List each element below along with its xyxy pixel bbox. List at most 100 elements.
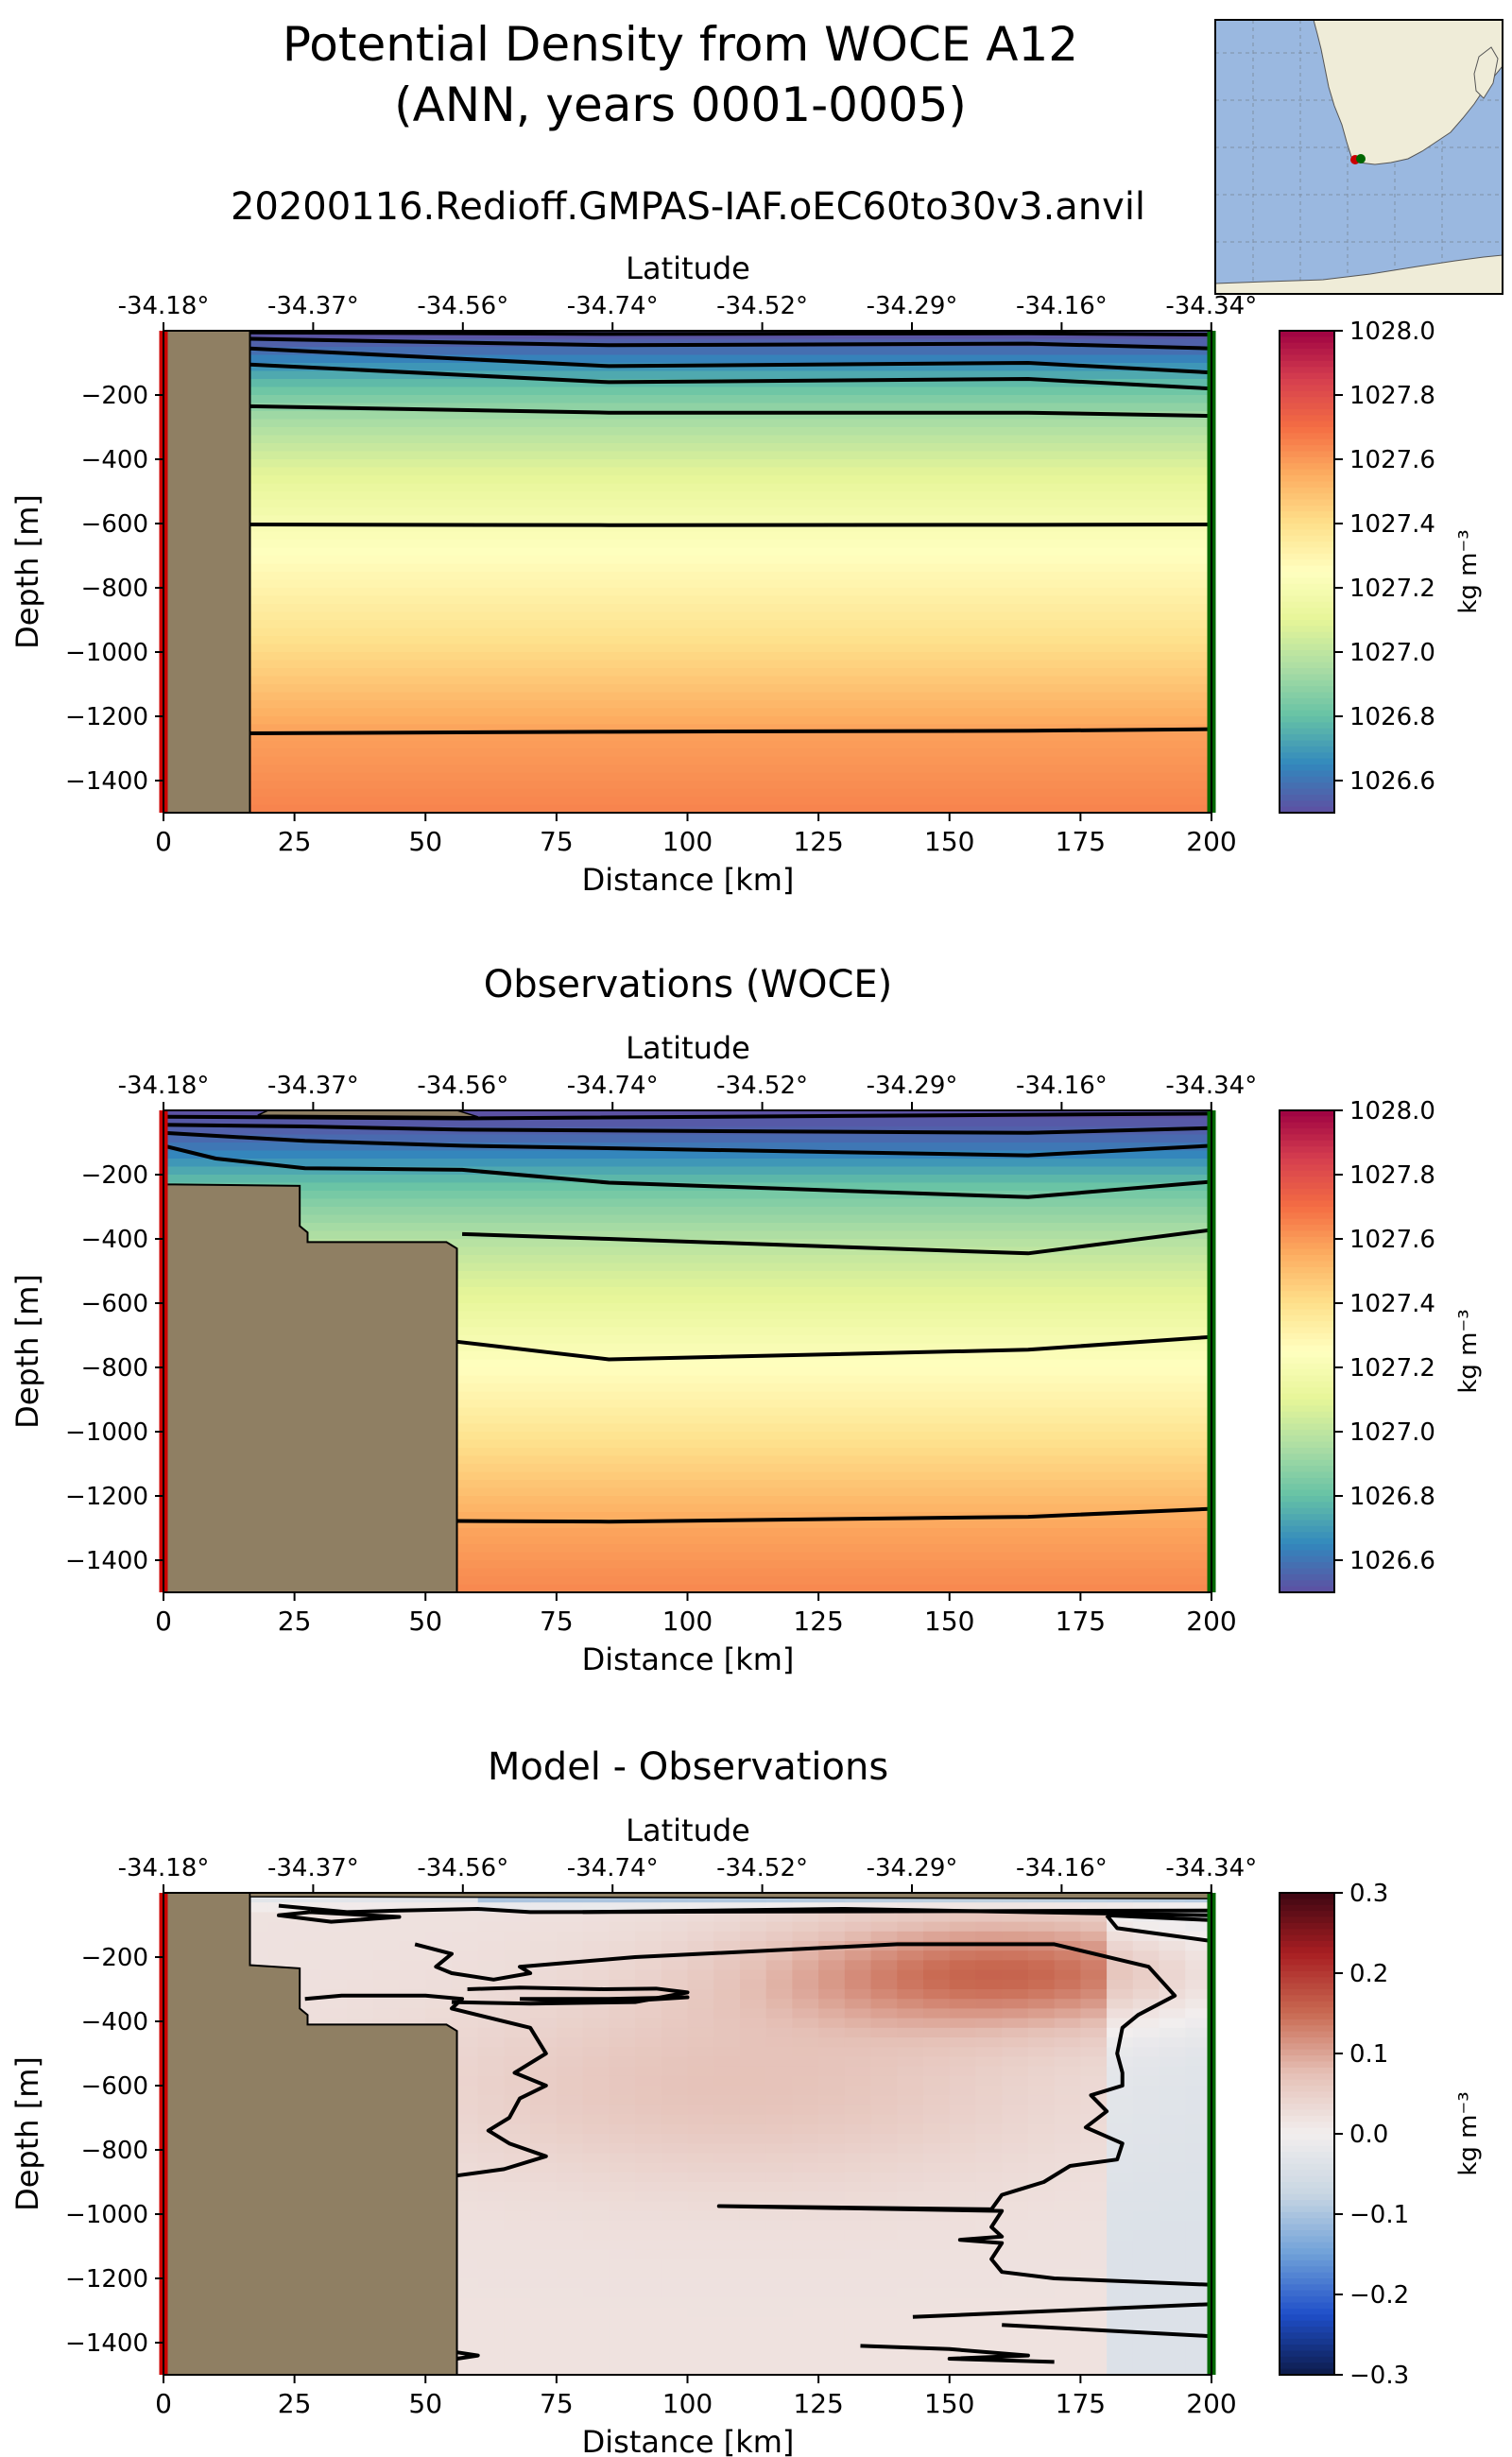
field-cell <box>1159 2345 1186 2357</box>
field-cell <box>1132 1921 1160 1933</box>
colorbar-segment <box>1280 1423 1334 1431</box>
field-cell <box>792 2210 819 2222</box>
field-cell <box>1080 2162 1108 2174</box>
x-tick-label: 50 <box>408 826 442 857</box>
field-cell <box>661 1902 689 1913</box>
field-cell <box>870 2008 898 2019</box>
field-cell <box>477 2105 506 2116</box>
field-cell <box>765 1950 793 1961</box>
field-cell <box>1002 2123 1029 2135</box>
field-cell <box>844 2336 872 2346</box>
field-cell <box>163 740 1211 749</box>
field-cell <box>477 2220 506 2231</box>
field-cell <box>739 2336 767 2346</box>
colorbar-label: kg m⁻³ <box>1454 2091 1483 2175</box>
field-cell <box>897 1960 924 1971</box>
field-cell <box>530 2056 558 2068</box>
field-cell <box>451 2230 479 2241</box>
field-cell <box>1107 2075 1134 2087</box>
field-cell <box>949 2210 977 2222</box>
field-cell <box>1159 2249 1186 2260</box>
field-cell <box>556 1950 584 1961</box>
field-cell <box>687 2345 714 2357</box>
field-cell <box>609 2153 636 2164</box>
field-cell <box>661 2210 689 2222</box>
colorbar-segment <box>1280 2055 1334 2063</box>
field-cell <box>792 2230 819 2241</box>
colorbar-segment <box>1280 524 1334 530</box>
colorbar-segment <box>1280 2025 1334 2033</box>
field-cell <box>530 2268 558 2279</box>
field-cell <box>1080 1989 1108 2000</box>
field-cell <box>687 2278 714 2289</box>
field-cell <box>844 1999 872 2009</box>
field-cell <box>635 2162 662 2174</box>
y-tick-label: −1000 <box>65 639 148 667</box>
field-cell <box>661 2037 689 2048</box>
top-tick-label: -34.16° <box>1016 292 1108 320</box>
field-cell <box>163 1246 1211 1256</box>
field-cell <box>792 2278 819 2289</box>
field-cell <box>687 2143 714 2154</box>
field-cell <box>556 2364 584 2375</box>
colorbar-segment <box>1280 1520 1334 1527</box>
colorbar-segment <box>1280 1351 1334 1358</box>
field-cell <box>713 1931 741 1942</box>
field-cell <box>949 2162 977 2174</box>
y-axis-label: Depth [m] <box>9 2056 45 2211</box>
colorbar-tick-label: 1027.4 <box>1349 510 1435 539</box>
field-cell <box>582 2191 610 2202</box>
field-cell <box>870 2172 898 2183</box>
field-cell <box>530 2336 558 2346</box>
field-cell <box>1132 2201 1160 2212</box>
colorbar-segment <box>1280 620 1334 627</box>
field-cell <box>870 2134 898 2144</box>
field-cell <box>765 1979 793 1990</box>
field-cell <box>609 1941 636 1951</box>
field-cell <box>556 2268 584 2279</box>
field-cell <box>1080 2201 1108 2212</box>
field-cell <box>765 2249 793 2260</box>
field-cell <box>923 1921 951 1933</box>
field-cell <box>556 2027 584 2038</box>
field-cell <box>635 2066 662 2077</box>
field-cell <box>504 2268 531 2279</box>
field-cell <box>556 2259 584 2270</box>
field-cell <box>923 2355 951 2366</box>
field-cell <box>1107 2191 1134 2202</box>
y-tick-label: −400 <box>81 2008 148 2036</box>
colorbar-segment <box>1280 1562 1334 1570</box>
field-cell <box>818 1931 846 1942</box>
colorbar-tick-label: 0.0 <box>1349 2121 1388 2149</box>
contour-line <box>304 1993 548 2178</box>
field-cell <box>267 1931 296 1942</box>
field-cell <box>897 1969 924 1981</box>
field-cell <box>1159 2182 1186 2192</box>
field-cell <box>818 2191 846 2202</box>
field-cell <box>372 1941 401 1951</box>
field-cell <box>163 370 1211 380</box>
colorbar-segment <box>1280 1466 1334 1473</box>
field-cell <box>1080 2153 1108 2164</box>
field-cell <box>765 1931 793 1942</box>
colorbar-segment <box>1280 2019 1334 2026</box>
field-2 <box>163 1110 1211 1592</box>
field-cell <box>635 2095 662 2105</box>
field-cell <box>975 2056 1003 2068</box>
field-cell <box>1159 2162 1186 2174</box>
colorbar-segment <box>1280 1477 1334 1485</box>
colorbar-tick-label: 1027.8 <box>1349 382 1435 410</box>
field-cell <box>1027 2191 1056 2202</box>
field-cell <box>347 1941 374 1951</box>
field-cell <box>1027 2143 1056 2154</box>
colorbar-segment <box>1280 2182 1334 2189</box>
field-cell <box>372 1902 401 1913</box>
y-tick-label: −1200 <box>65 1483 148 1511</box>
contour-line <box>163 1123 1211 1135</box>
field-cell <box>1159 2230 1186 2241</box>
field-cell <box>897 2066 924 2077</box>
field-cell <box>504 2259 531 2270</box>
field-cell <box>1002 2143 1029 2154</box>
colorbar-segment <box>1280 1188 1334 1195</box>
colorbar-segment <box>1280 379 1334 386</box>
